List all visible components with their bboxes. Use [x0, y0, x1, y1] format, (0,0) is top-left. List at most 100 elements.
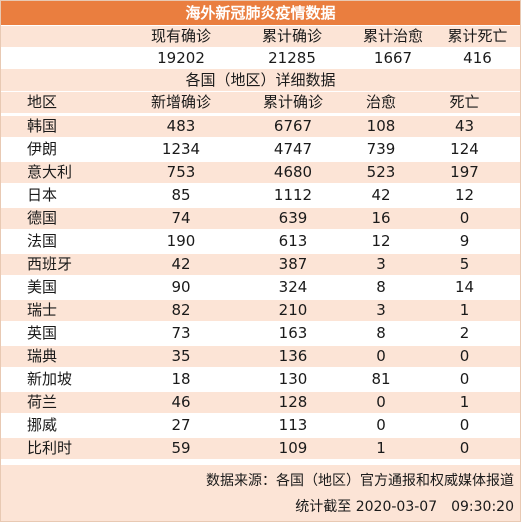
table-cell: 483	[166, 117, 196, 135]
table-cell: 0	[376, 416, 386, 434]
summary-value-total: 21285	[268, 49, 316, 67]
summary-values-row: 19202 21285 1667 416	[1, 47, 520, 69]
region-name: 伊朗	[27, 140, 58, 158]
table-cell: 43	[454, 117, 475, 135]
table-cell: 18	[171, 370, 191, 388]
table-cell: 8	[376, 324, 386, 342]
table-cell: 81	[371, 370, 391, 388]
table-cell: 4747	[273, 140, 313, 158]
table-cell: 27	[171, 416, 191, 434]
region-name: 日本	[27, 186, 58, 204]
table-row: 德国 74 639 16 0	[1, 207, 520, 229]
region-name: 意大利	[27, 163, 73, 181]
table-row: 瑞士 82 210 3 1	[1, 299, 520, 321]
table-cell: 1	[459, 393, 470, 411]
table-cell: 523	[366, 163, 396, 181]
table-cell: 14	[454, 278, 475, 296]
table-row: 英国 73 163 8 2	[1, 322, 520, 344]
table-cell: 82	[171, 301, 191, 319]
page-title: 海外新冠肺炎疫情数据	[1, 1, 520, 25]
table-cell: 210	[278, 301, 308, 319]
table-row: 荷兰 46 128 0 1	[1, 391, 520, 413]
summary-header-current: 现有确诊	[150, 27, 211, 45]
table-cell: 8	[376, 278, 386, 296]
table-cell: 639	[278, 209, 308, 227]
summary-value-recovered: 1667	[373, 49, 413, 67]
table-cell: 0	[459, 347, 470, 365]
table-row: 伊朗 1234 4747 739 124	[1, 138, 520, 160]
table-cell: 109	[278, 439, 308, 457]
table-cell: 613	[278, 232, 308, 250]
table-cell: 59	[171, 439, 191, 457]
table-cell: 0	[459, 370, 470, 388]
table-cell: 3	[376, 301, 386, 319]
table-cell: 1	[459, 301, 470, 319]
table-cell: 85	[171, 186, 191, 204]
table-cell: 3	[376, 255, 386, 273]
summary-header-recovered: 累计治愈	[362, 27, 423, 45]
table-cell: 46	[171, 393, 191, 411]
column-header-deaths: 死亡	[449, 93, 480, 111]
column-header-region: 地区	[27, 93, 58, 111]
table-cell: 0	[376, 347, 386, 365]
table-cell: 5	[459, 255, 470, 273]
table-cell: 128	[278, 393, 308, 411]
table-cell: 1234	[161, 140, 201, 158]
table-row: 挪威 27 113 0 0	[1, 414, 520, 436]
summary-header-row: 现有确诊 累计确诊 累计治愈 累计死亡	[1, 25, 520, 47]
table-cell: 0	[376, 393, 386, 411]
table-row: 新加坡 18 130 81 0	[1, 368, 520, 390]
table-row: 比利时 59 109 1 0	[1, 437, 520, 459]
table-row: 美国 90 324 8 14	[1, 276, 520, 298]
summary-value-current: 19202	[157, 49, 205, 67]
table-cell: 12	[454, 186, 475, 204]
table-cell: 163	[278, 324, 308, 342]
table-cell: 4680	[273, 163, 313, 181]
table-row: 意大利 753 4680 523 197	[1, 161, 520, 183]
detail-section-title: 各国（地区）详细数据	[1, 69, 520, 91]
table-cell: 90	[171, 278, 191, 296]
updated-timestamp: 统计截至 2020-03-07 09:30:20	[295, 499, 514, 515]
table-cell: 197	[450, 163, 479, 181]
column-header-recovered: 治愈	[365, 93, 396, 111]
region-name: 瑞典	[27, 347, 58, 365]
table-cell: 35	[171, 347, 191, 365]
table-cell: 42	[171, 255, 191, 273]
summary-header-total: 累计确诊	[261, 27, 322, 45]
table-row: 法国 190 613 12 9	[1, 230, 520, 252]
region-name: 比利时	[27, 439, 73, 457]
region-name: 荷兰	[27, 393, 58, 411]
table-cell: 74	[171, 209, 191, 227]
summary-header-deaths: 累计死亡	[447, 27, 508, 45]
table-cell: 753	[166, 163, 196, 181]
region-name: 西班牙	[27, 255, 73, 273]
table-cell: 190	[166, 232, 196, 250]
table-cell: 324	[278, 278, 308, 296]
footer: 数据来源：各国（地区）官方通报和权威媒体报道 统计截至 2020-03-07 0…	[1, 465, 520, 521]
table-cell: 1112	[273, 186, 313, 204]
table-row: 西班牙 42 387 3 5	[1, 253, 520, 275]
table-cell: 739	[366, 140, 396, 158]
table-cell: 124	[450, 140, 479, 158]
table-cell: 0	[459, 209, 470, 227]
table-cell: 108	[366, 117, 396, 135]
region-name: 法国	[27, 232, 58, 250]
table-row: 韩国 483 6767 108 43	[1, 115, 520, 137]
column-header-total: 累计确诊	[262, 93, 323, 111]
table-cell: 16	[371, 209, 391, 227]
region-name: 德国	[27, 209, 58, 227]
table-cell: 130	[278, 370, 308, 388]
table-cell: 42	[371, 186, 391, 204]
table-cell: 113	[278, 416, 308, 434]
region-name: 美国	[27, 278, 58, 296]
table-cell: 387	[278, 255, 308, 273]
region-name: 英国	[27, 324, 58, 342]
region-name: 瑞士	[27, 301, 58, 319]
table-cell: 73	[171, 324, 191, 342]
table-cell: 2	[459, 324, 470, 342]
table-cell: 0	[459, 416, 470, 434]
table-cell: 0	[459, 439, 470, 457]
table-cell: 6767	[273, 117, 313, 135]
region-name: 韩国	[27, 117, 58, 135]
